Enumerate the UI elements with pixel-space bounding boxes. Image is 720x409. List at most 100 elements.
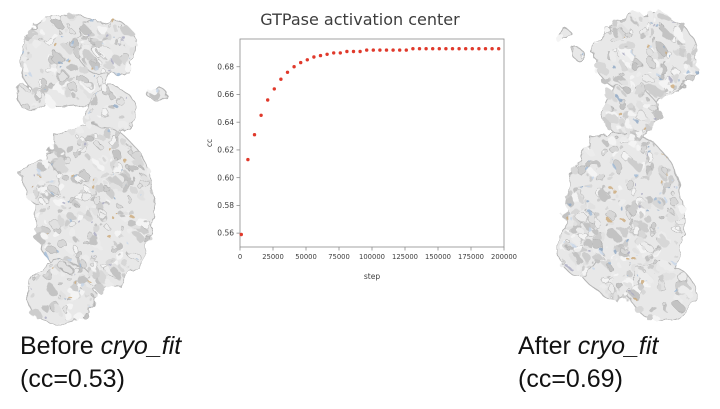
y-tick-label: 0.66 [217,90,234,99]
density-speck [115,202,121,208]
density-speck [62,174,70,182]
density-speck [51,63,57,69]
density-speck [619,285,626,292]
data-point [497,47,501,51]
density-speck [138,184,145,191]
density-speck [571,234,577,240]
density-speck [627,82,633,88]
density-speck [65,61,74,70]
density-speck [101,85,110,93]
model-speck [631,256,635,260]
model-speck [650,22,653,25]
density-speck [608,52,618,61]
density-speck [74,311,84,321]
density-speck [77,214,84,222]
density-speck [53,270,60,277]
model-speck [123,182,125,184]
density-speck [63,27,67,31]
model-speck [590,175,593,178]
model-speck [108,148,112,151]
density-speck [602,150,605,153]
model-speck [90,249,94,252]
density-speck [651,223,659,231]
density-speck [608,294,612,298]
model-speck [104,32,107,36]
density-speck [31,309,41,319]
density-speck [110,176,119,185]
density-speck [613,82,619,88]
density-speck [45,36,55,46]
density-speck [565,232,570,236]
density-speck [664,206,668,210]
density-speck [82,42,86,46]
model-speck [85,144,89,148]
density-speck [109,37,117,45]
density-speck [600,148,609,157]
density-speck [109,104,115,110]
model-speck [567,212,570,215]
density-speck [27,88,31,92]
model-speck [71,174,75,178]
density-speck [63,306,71,314]
model-speck [37,169,41,173]
model-speck [62,201,65,204]
y-tick-label: 0.58 [217,201,234,210]
y-tick-label: 0.60 [217,173,234,182]
density-speck [106,184,111,188]
density-speck [108,151,114,156]
density-speck [670,198,679,207]
density-speck [602,26,611,34]
density-speck [679,286,690,297]
density-speck [658,77,667,86]
data-point [325,52,329,56]
density-speck [627,295,632,300]
density-speck [627,133,635,141]
density-speck [608,136,617,145]
density-speck [559,208,569,218]
model-speck [60,66,63,69]
x-tick-label: 50000 [295,253,317,261]
data-point [483,47,488,51]
density-speck [47,207,52,212]
density-speck [599,256,603,260]
density-speck [600,284,607,291]
model-speck [620,116,622,119]
model-speck [45,254,50,258]
model-speck [615,94,619,98]
density-speck [585,147,593,155]
density-speck [110,258,113,262]
density-speck [575,226,582,233]
data-point [378,48,382,52]
density-speck [639,94,644,100]
density-speck [81,26,90,35]
data-point [338,51,342,55]
density-speck [602,103,612,113]
density-speck [650,266,657,273]
model-speck [634,54,638,58]
density-speck [83,209,90,215]
density-speck [46,284,56,294]
density-speck [586,210,589,214]
density-surface [16,11,168,325]
density-speck [109,73,114,78]
density-speck [143,166,150,173]
density-speck [103,60,112,69]
density-speck [48,167,51,170]
density-speck [621,147,626,152]
density-speck [630,158,640,168]
density-map-before-figure [16,11,168,325]
model-speck [108,69,112,73]
density-speck [578,269,582,272]
model-speck [646,144,649,147]
density-speck [80,261,88,269]
density-speck [614,49,620,55]
model-speck [609,186,614,191]
model-speck [656,189,660,193]
y-tick-label: 0.62 [217,146,234,155]
density-speck [111,141,121,152]
model-speck [110,17,115,22]
model-speck [84,286,89,291]
model-speck [675,187,677,190]
density-speck [659,275,666,282]
data-point [272,87,276,91]
